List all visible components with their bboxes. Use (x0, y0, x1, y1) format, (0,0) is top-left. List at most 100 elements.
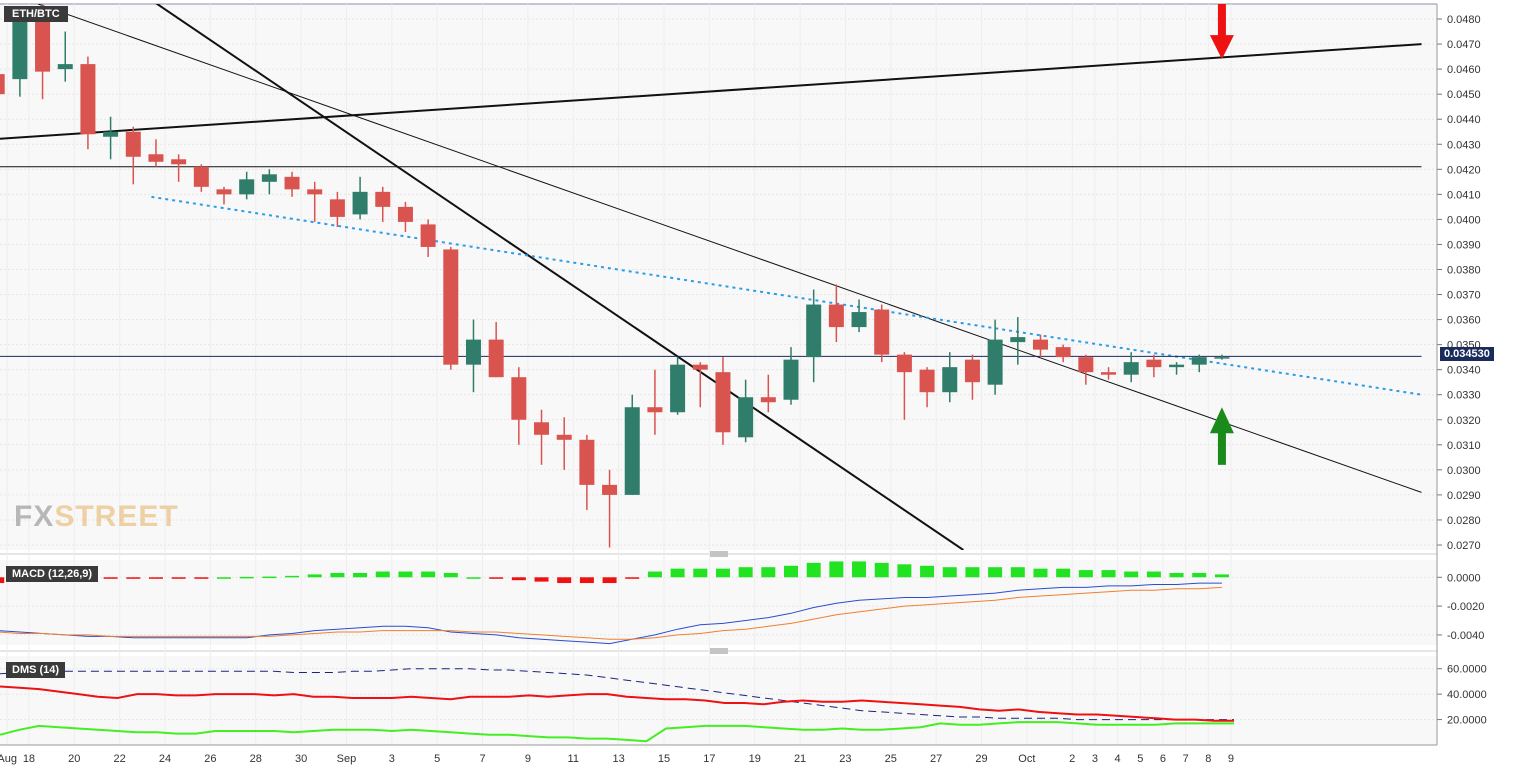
macd-histogram-bar (874, 562, 889, 578)
macd-histogram-bar (466, 577, 481, 579)
price-axis-label: 0.0280 (1447, 515, 1481, 527)
candle-up (851, 312, 867, 328)
macd-histogram-bar (1010, 567, 1025, 578)
macd-indicator-label[interactable]: MACD (12,26,9) (6, 566, 99, 582)
price-axis-label: 0.0270 (1447, 540, 1481, 552)
price-axis-label: 0.0370 (1447, 290, 1481, 302)
time-axis-label: Aug (0, 753, 17, 765)
price-pane-background (0, 4, 1437, 550)
macd-histogram-bar (557, 577, 572, 584)
time-axis-label: 29 (975, 753, 987, 765)
candles-group (0, 4, 1230, 548)
candle-down (329, 199, 345, 217)
time-axis-label: 28 (250, 753, 262, 765)
candle-down (579, 439, 595, 485)
price-axis-label: 0.0470 (1447, 39, 1481, 51)
candle-down (1032, 339, 1048, 350)
price-axis-label: 0.0400 (1447, 214, 1481, 226)
time-axis-label: 5 (434, 753, 440, 765)
macd-histogram-bar (148, 577, 163, 579)
candle-up (1214, 357, 1230, 359)
arrow-up-shaft (1217, 431, 1226, 465)
arrow-down-head (1209, 35, 1234, 60)
time-axis-label: 23 (839, 753, 851, 765)
candle-down (715, 372, 731, 433)
candle-up (12, 14, 28, 80)
candle-down (488, 339, 504, 378)
logo-part-fx: FX (14, 500, 55, 533)
candle-down (375, 191, 391, 207)
candle-down (760, 397, 776, 403)
macd-histogram-bar (307, 574, 322, 578)
macd-histogram-bar (897, 564, 912, 578)
price-axis-label: 0.0410 (1447, 189, 1481, 201)
candle-up (352, 191, 368, 215)
macd-histogram-bar (330, 572, 345, 578)
candle-down (420, 224, 436, 247)
time-axis-label: 24 (159, 753, 171, 765)
time-axis-label: 7 (1183, 753, 1189, 765)
macd-histogram-bar (1101, 570, 1116, 578)
dms-axis-label: 60.0000 (1447, 664, 1487, 676)
time-axis-label: 17 (703, 753, 715, 765)
macd-histogram-bar (443, 572, 458, 578)
time-axis-label: 3 (1092, 753, 1098, 765)
macd-histogram-bar (806, 562, 821, 578)
price-axis-label: 0.0360 (1447, 315, 1481, 327)
macd-histogram-bar (353, 572, 368, 578)
candle-up (103, 131, 119, 137)
dms-indicator-label[interactable]: DMS (14) (6, 662, 66, 678)
candle-down (0, 74, 5, 95)
macd-histogram-bar (1169, 572, 1184, 578)
candle-down (284, 176, 300, 190)
macd-histogram-bar (103, 577, 118, 579)
current-price-tag: 0.034530 (1440, 347, 1494, 361)
candle-down (556, 434, 572, 440)
macd-histogram-bar (693, 568, 708, 578)
macd-histogram-bar (988, 567, 1003, 578)
macd-histogram-bar (285, 575, 300, 578)
candle-down (602, 484, 618, 495)
candle-down (692, 364, 708, 370)
time-axis-label: 19 (749, 753, 761, 765)
candle-down (171, 159, 187, 165)
macd-histogram-bar (0, 577, 5, 584)
trendline-dotted-descending (151, 195, 1422, 396)
dms-axis-label: 40.0000 (1447, 689, 1487, 701)
fxstreet-logo: FXSTREET (14, 500, 179, 534)
candle-down (193, 166, 209, 187)
candle-up (57, 64, 73, 70)
candle-down (397, 206, 413, 222)
candle-up (942, 367, 958, 393)
price-axis-label: 0.0290 (1447, 490, 1481, 502)
di-minus-line (0, 685, 1234, 722)
price-axis-label: 0.0390 (1447, 239, 1481, 251)
arrow-down-shaft (1217, 4, 1226, 38)
time-axis-label: 9 (1228, 753, 1234, 765)
macd-histogram-bar (1192, 572, 1207, 578)
di-plus-line (0, 721, 1234, 743)
candle-down (874, 309, 890, 355)
macd-histogram-bar (1214, 574, 1229, 578)
candle-down (125, 131, 141, 157)
price-axis-label: 0.0380 (1447, 264, 1481, 276)
time-axis-label: 6 (1160, 753, 1166, 765)
time-axis-label: 8 (1205, 753, 1211, 765)
macd-histogram-bar (602, 577, 617, 584)
macd-histogram-bar (262, 576, 277, 579)
macd-histogram-bar (942, 567, 957, 578)
candle-up (670, 364, 686, 413)
time-axis-label: 13 (613, 753, 625, 765)
candle-down (647, 407, 663, 413)
macd-histogram-bar (1078, 570, 1093, 578)
time-axis-label: 25 (885, 753, 897, 765)
price-axis-label: 0.0480 (1447, 14, 1481, 26)
macd-signal-line (0, 586, 1222, 640)
candle-up (738, 397, 754, 438)
time-axis-label: 11 (568, 753, 579, 765)
candle-down (443, 249, 459, 365)
macd-histogram-bar (784, 565, 798, 578)
time-axis-label: 5 (1137, 753, 1143, 765)
candle-down (1146, 359, 1162, 368)
